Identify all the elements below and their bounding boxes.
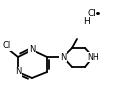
Text: Cl: Cl — [88, 8, 97, 17]
Text: H: H — [83, 17, 89, 25]
Text: Cl: Cl — [3, 42, 11, 51]
Text: N: N — [29, 46, 35, 55]
Text: N: N — [15, 68, 21, 76]
Text: NH: NH — [87, 53, 99, 61]
Text: N: N — [60, 53, 66, 61]
